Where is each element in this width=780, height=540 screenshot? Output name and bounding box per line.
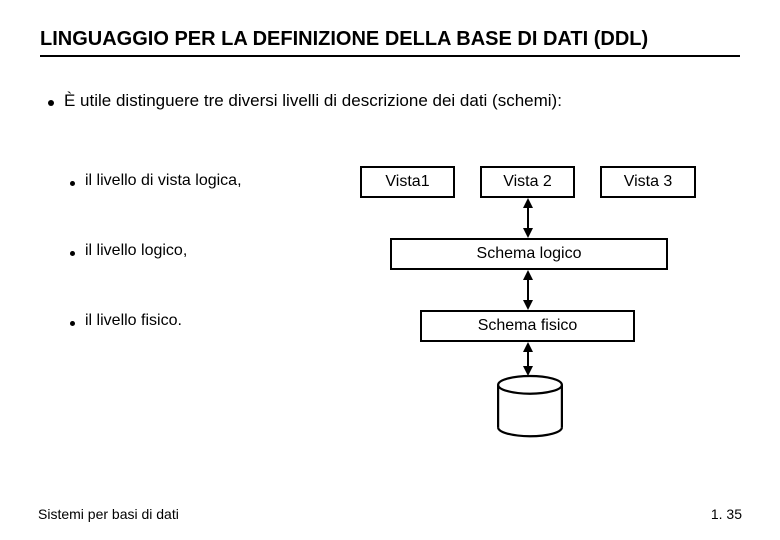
schema-diagram: Vista1 Vista 2 Vista 3 Schema logico Sch… [360,166,720,466]
list-item: il livello di vista logica, [70,172,330,190]
intro-text: È utile distinguere tre diversi livelli … [64,91,562,111]
list-item: il livello logico, [70,242,330,260]
bullet-dot-icon [70,321,75,326]
footer-left: Sistemi per basi di dati [38,506,179,522]
bullet-text-1: il livello di vista logica, [85,172,242,190]
bullet-dot-icon [70,181,75,186]
intro-bullet: È utile distinguere tre diversi livelli … [48,91,740,111]
list-item: il livello fisico. [70,312,330,330]
database-cylinder-icon [490,376,570,438]
bullet-dot-icon [48,100,54,106]
bullet-text-3: il livello fisico. [85,312,182,330]
bullet-text-2: il livello logico, [85,242,187,260]
bullet-dot-icon [70,251,75,256]
footer-page-number: 1. 35 [711,506,742,522]
page-title: LINGUAGGIO PER LA DEFINIZIONE DELLA BASE… [40,28,740,57]
bullet-list: il livello di vista logica, il livello l… [70,172,330,382]
slide-page: LINGUAGGIO PER LA DEFINIZIONE DELLA BASE… [0,0,780,540]
